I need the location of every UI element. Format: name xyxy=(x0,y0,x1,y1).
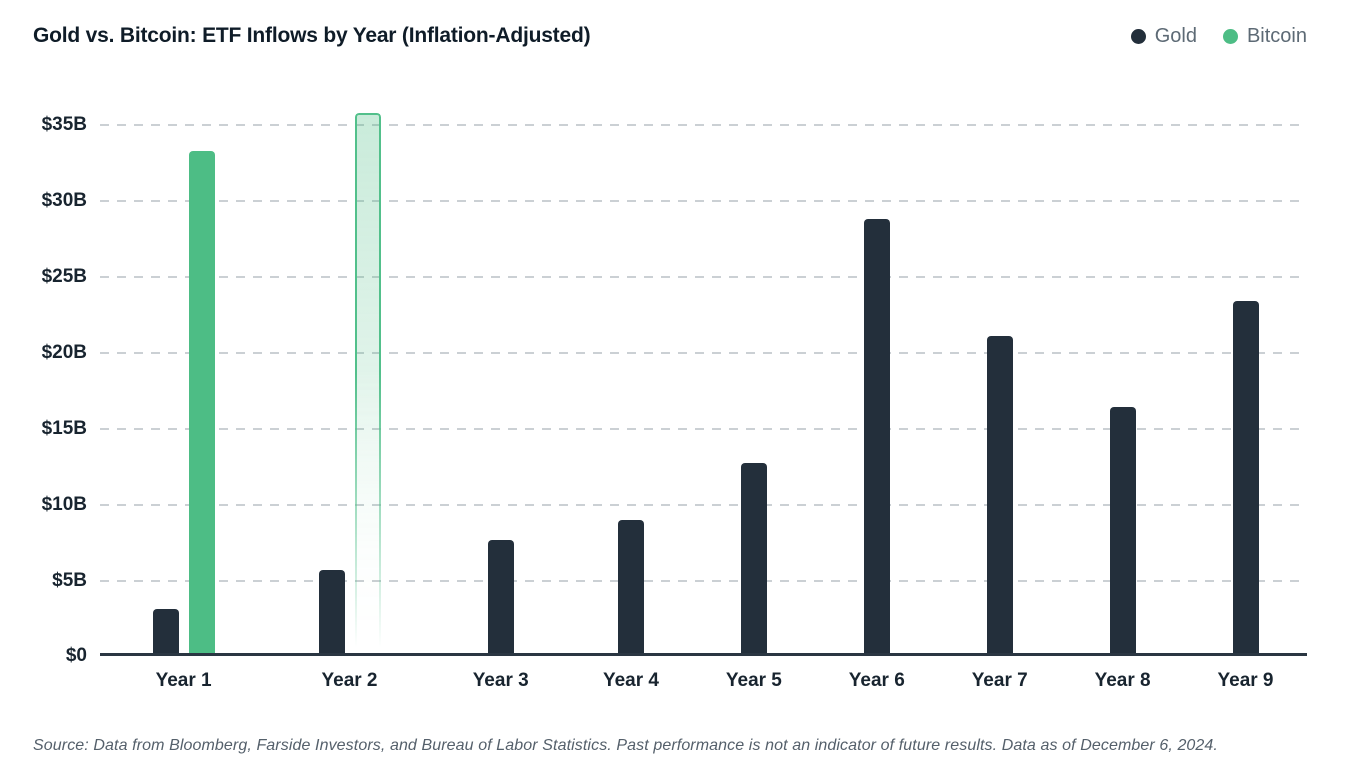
gridline-15b xyxy=(100,428,1307,430)
gold-bar-year-2[interactable] xyxy=(318,569,345,653)
x-tick-year-7: Year 7 xyxy=(971,670,1028,691)
gold-bar-year-4[interactable] xyxy=(617,520,644,653)
x-tick-year-5: Year 5 xyxy=(725,670,782,691)
legend: Gold Bitcoin xyxy=(1130,24,1307,48)
y-tick-0: $0 xyxy=(65,645,87,666)
bar-group-year-3: Year 3 xyxy=(432,124,570,691)
y-tick-20b: $20B xyxy=(41,342,87,363)
x-tick-year-2: Year 2 xyxy=(321,670,378,691)
bar-group-year-7: Year 7 xyxy=(938,124,1061,691)
legend-item-gold[interactable]: Gold xyxy=(1130,25,1197,48)
gold-bar-year-5[interactable] xyxy=(740,462,767,653)
gold-bar-year-8[interactable] xyxy=(1109,406,1136,653)
y-tick-10b: $10B xyxy=(41,494,87,515)
legend-item-bitcoin[interactable]: Bitcoin xyxy=(1222,25,1307,48)
bitcoin-bar-year-1[interactable] xyxy=(188,151,215,653)
bitcoin-projected-bar-year-2[interactable] xyxy=(354,113,381,653)
gridline-10b xyxy=(100,504,1307,506)
bar-group-year-9: Year 9 xyxy=(1184,124,1307,691)
y-tick-25b: $25B xyxy=(41,266,87,287)
x-tick-year-1: Year 1 xyxy=(155,670,212,691)
gridline-30b xyxy=(100,200,1307,202)
chart-header: Gold vs. Bitcoin: ETF Inflows by Year (I… xyxy=(33,24,1307,48)
bar-group-year-2: Year 2 xyxy=(267,113,432,691)
x-tick-year-9: Year 9 xyxy=(1217,670,1274,691)
x-tick-year-4: Year 4 xyxy=(602,670,659,691)
gold-bar-year-7[interactable] xyxy=(986,335,1013,653)
bar-group-year-4: Year 4 xyxy=(570,124,693,691)
plot-area: $35B $30B $25B $20B $15B $10B $5B $0 xyxy=(42,113,1307,691)
chart-title: Gold vs. Bitcoin: ETF Inflows by Year (I… xyxy=(33,24,591,47)
bar-group-year-8: Year 8 xyxy=(1061,124,1184,691)
x-tick-year-6: Year 6 xyxy=(848,670,905,691)
y-tick-15b: $15B xyxy=(41,418,87,439)
gridline-35b xyxy=(100,124,1307,126)
bar-group-year-1: Year 1 xyxy=(100,124,267,691)
bar-group-year-5: Year 5 xyxy=(692,124,815,691)
gridline-5b xyxy=(100,580,1307,582)
y-tick-5b: $5B xyxy=(52,570,87,591)
gold-bar-year-3[interactable] xyxy=(487,539,514,653)
y-axis: $35B $30B $25B $20B $15B $10B $5B $0 xyxy=(33,114,87,666)
y-tick-30b: $30B xyxy=(41,190,87,211)
gold-bar-year-9[interactable] xyxy=(1232,300,1259,653)
bar-group-year-6: Year 6 xyxy=(815,124,938,691)
gold-legend-dot-icon xyxy=(1130,29,1146,44)
y-tick-35b: $35B xyxy=(41,114,87,135)
bitcoin-legend-dot-icon xyxy=(1222,29,1238,44)
source-note: Source: Data from Bloomberg, Farside Inv… xyxy=(33,737,1218,754)
bar-chart: $35B $30B $25B $20B $15B $10B $5B $0 xyxy=(33,113,1307,691)
legend-label-bitcoin: Bitcoin xyxy=(1246,25,1307,47)
gridline-25b xyxy=(100,276,1307,278)
gold-bar-year-6[interactable] xyxy=(863,219,890,653)
legend-label-gold: Gold xyxy=(1154,25,1197,47)
bar-groups: Year 1 Year 2 Year 3 Year 4 Y xyxy=(100,113,1307,691)
x-tick-year-8: Year 8 xyxy=(1094,670,1151,691)
x-tick-year-3: Year 3 xyxy=(472,670,529,691)
gridline-20b xyxy=(100,352,1307,354)
gold-bar-year-1[interactable] xyxy=(152,609,179,653)
